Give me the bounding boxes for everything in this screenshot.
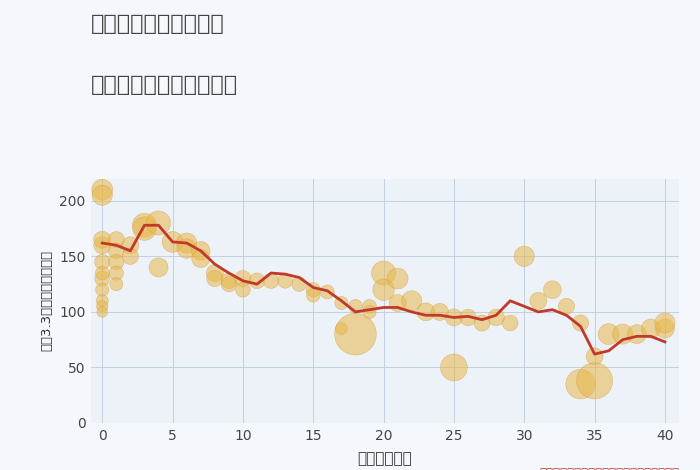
Point bbox=[237, 275, 248, 282]
Point bbox=[111, 258, 122, 266]
Point bbox=[153, 219, 164, 227]
Y-axis label: 坪（3.3㎡）単価（万円）: 坪（3.3㎡）単価（万円） bbox=[41, 250, 53, 352]
Point bbox=[97, 191, 108, 199]
Point bbox=[97, 269, 108, 277]
Point bbox=[392, 299, 403, 307]
Point bbox=[392, 275, 403, 282]
Point bbox=[97, 186, 108, 194]
Point bbox=[97, 308, 108, 316]
Point bbox=[111, 281, 122, 288]
Point bbox=[322, 288, 333, 296]
Point bbox=[589, 377, 600, 384]
Point bbox=[97, 275, 108, 282]
Point bbox=[350, 303, 361, 310]
Point bbox=[97, 297, 108, 305]
Point bbox=[575, 319, 586, 327]
Point bbox=[575, 380, 586, 388]
Point bbox=[139, 221, 150, 229]
Point bbox=[139, 225, 150, 232]
Point bbox=[293, 281, 304, 288]
Point bbox=[505, 319, 516, 327]
Point bbox=[659, 325, 671, 332]
Point bbox=[336, 325, 347, 332]
Point bbox=[547, 286, 558, 293]
Point bbox=[603, 330, 615, 338]
Point bbox=[251, 277, 262, 284]
Point bbox=[378, 269, 389, 277]
Point bbox=[279, 277, 290, 284]
Point bbox=[125, 242, 136, 249]
Point bbox=[308, 286, 319, 293]
Point bbox=[491, 313, 502, 321]
Point bbox=[519, 252, 530, 260]
Point bbox=[153, 264, 164, 271]
Point bbox=[97, 242, 108, 249]
Point bbox=[209, 269, 220, 277]
Point bbox=[631, 330, 643, 338]
Point bbox=[181, 245, 193, 252]
Point bbox=[364, 308, 375, 316]
Point bbox=[364, 303, 375, 310]
Point bbox=[97, 303, 108, 310]
Point bbox=[97, 258, 108, 266]
Point bbox=[97, 286, 108, 293]
Point bbox=[533, 297, 544, 305]
Point bbox=[378, 286, 389, 293]
Point bbox=[265, 277, 276, 284]
Point bbox=[659, 319, 671, 327]
Point bbox=[111, 247, 122, 255]
Point bbox=[617, 330, 629, 338]
Point bbox=[237, 286, 248, 293]
Point bbox=[420, 308, 431, 316]
Point bbox=[223, 281, 235, 288]
Point bbox=[645, 325, 657, 332]
Point bbox=[125, 252, 136, 260]
Point bbox=[195, 247, 206, 255]
Text: 築年数別中古戸建て価格: 築年数別中古戸建て価格 bbox=[91, 75, 238, 95]
Point bbox=[111, 269, 122, 277]
Point bbox=[223, 277, 235, 284]
Point bbox=[111, 236, 122, 243]
Point bbox=[448, 364, 459, 371]
Point bbox=[434, 308, 445, 316]
Text: 千葉県市川市大和田の: 千葉県市川市大和田の bbox=[91, 14, 225, 34]
Point bbox=[195, 255, 206, 262]
Point bbox=[350, 330, 361, 338]
Point bbox=[448, 313, 459, 321]
Point bbox=[589, 352, 600, 360]
X-axis label: 築年数（年）: 築年数（年） bbox=[358, 451, 412, 466]
Point bbox=[97, 236, 108, 243]
Point bbox=[308, 291, 319, 299]
Point bbox=[463, 313, 474, 321]
Point bbox=[336, 299, 347, 307]
Point bbox=[181, 239, 193, 247]
Point bbox=[406, 297, 417, 305]
Text: 円の大きさは、取引のあった物件面積を示す: 円の大きさは、取引のあった物件面積を示す bbox=[539, 467, 679, 470]
Point bbox=[477, 319, 488, 327]
Point bbox=[209, 275, 220, 282]
Point bbox=[167, 238, 178, 246]
Point bbox=[561, 303, 572, 310]
